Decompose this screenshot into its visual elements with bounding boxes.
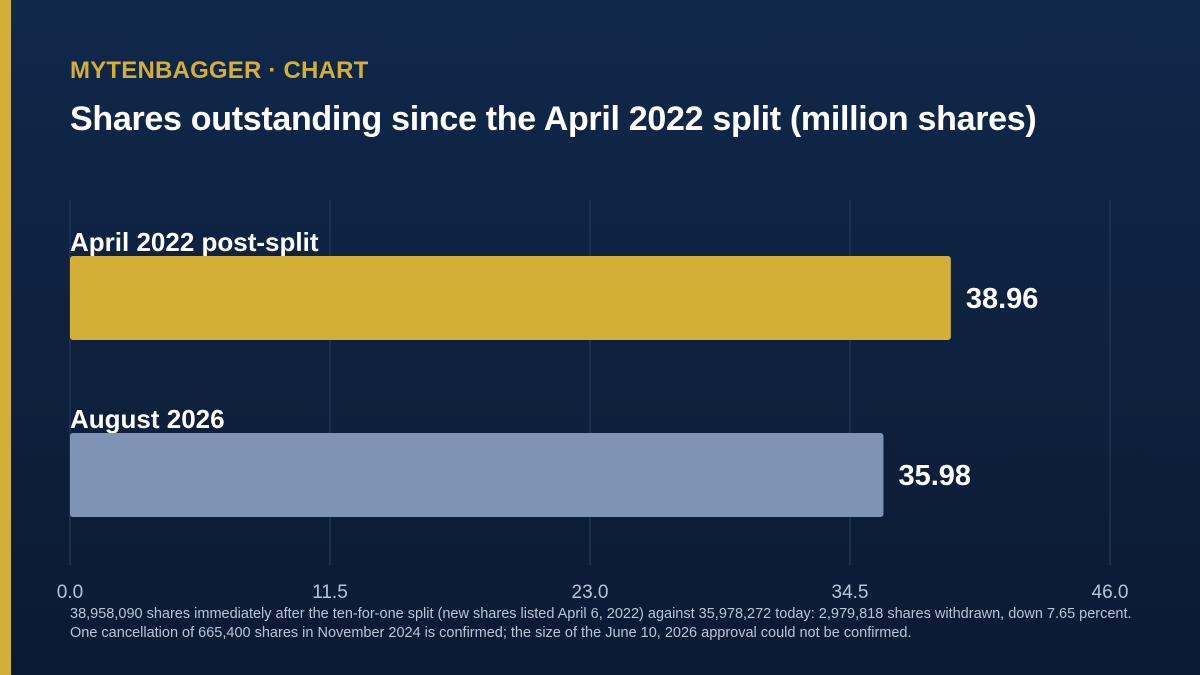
accent-bar bbox=[0, 0, 11, 675]
bar-value-label: 38.96 bbox=[966, 283, 1039, 315]
chart-kicker: MYTENBAGGER · CHART bbox=[70, 57, 369, 84]
chart-footnote: 38,958,090 shares immediately after the … bbox=[70, 606, 1132, 641]
category-label: August 2026 bbox=[70, 404, 225, 434]
bar bbox=[70, 256, 951, 340]
category-label: April 2022 post-split bbox=[70, 227, 319, 257]
x-tick-label: 46.0 bbox=[1092, 582, 1129, 603]
bar-value-label: 35.98 bbox=[898, 460, 971, 492]
x-tick-label: 34.5 bbox=[832, 582, 869, 603]
x-tick-label: 11.5 bbox=[312, 582, 348, 603]
x-tick-label: 0.0 bbox=[57, 582, 83, 603]
chart-title: Shares outstanding since the April 2022 … bbox=[70, 100, 1037, 138]
x-tick-label: 23.0 bbox=[572, 582, 609, 603]
bar bbox=[70, 433, 884, 517]
